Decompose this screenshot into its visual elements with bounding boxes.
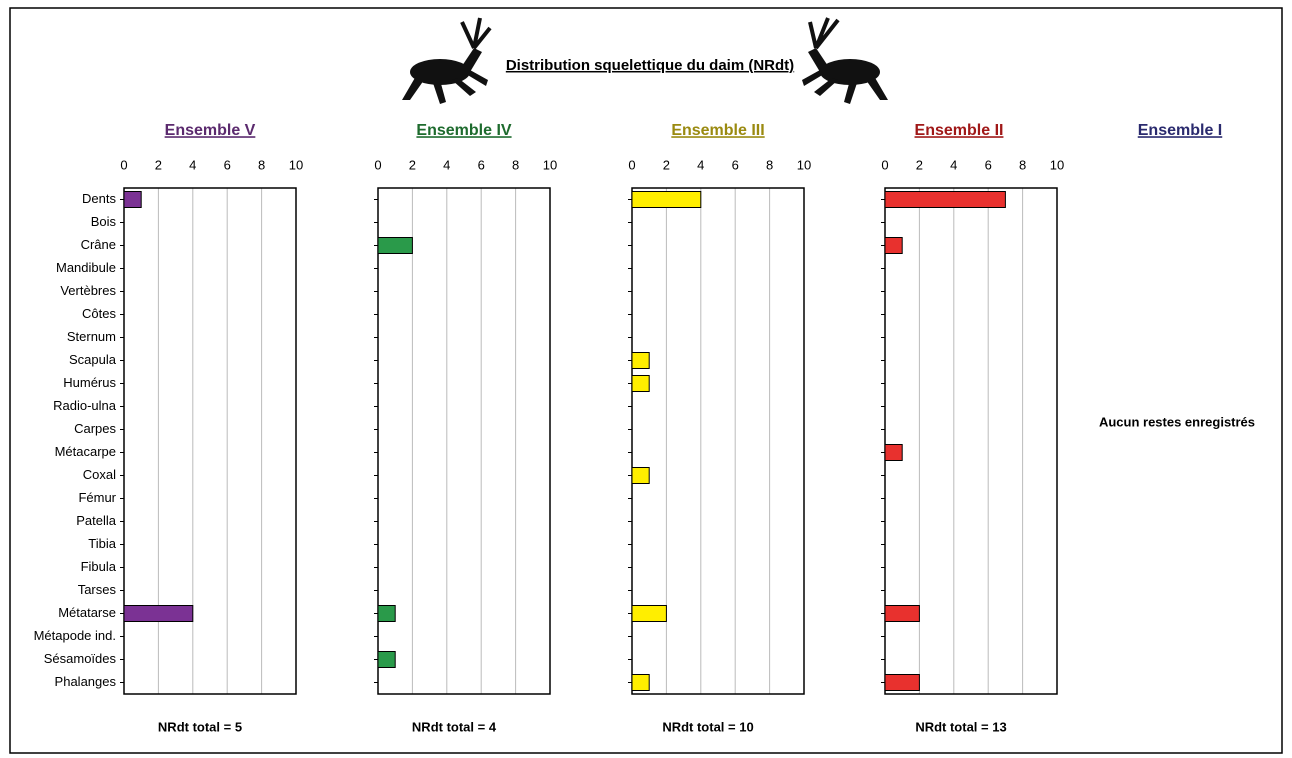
y-tick-label: Coxal	[83, 467, 116, 482]
bar	[884, 444, 903, 461]
bar	[631, 191, 702, 208]
y-tick-label: Tibia	[88, 536, 116, 551]
x-tick-label: 10	[289, 157, 303, 172]
x-tick-label: 0	[374, 157, 381, 172]
x-tick-label: 6	[478, 157, 485, 172]
panel-title: Ensemble III	[671, 122, 764, 139]
bar	[884, 191, 1006, 208]
x-tick-label: 10	[1050, 157, 1064, 172]
x-tick-label: 2	[916, 157, 923, 172]
bar	[631, 674, 650, 691]
panel-title: Ensemble IV	[416, 122, 511, 139]
y-tick-label: Fémur	[78, 490, 116, 505]
frame	[9, 7, 1283, 754]
y-tick-label: Sternum	[67, 329, 116, 344]
annotation: Aucun restes enregistrés	[1099, 414, 1255, 429]
plot-frame	[631, 187, 805, 695]
deer-left	[402, 17, 492, 104]
panel-title: Ensemble II	[915, 122, 1004, 139]
x-tick-label: 10	[797, 157, 811, 172]
x-tick-label: 4	[189, 157, 196, 172]
y-tick-label: Mandibule	[56, 260, 116, 275]
deer-right	[802, 17, 888, 104]
y-tick-label: Sésamoïdes	[44, 651, 117, 666]
bar	[631, 605, 667, 622]
panel-title: Ensemble V	[165, 122, 256, 139]
x-tick-label: 6	[985, 157, 992, 172]
x-tick-label: 0	[628, 157, 635, 172]
y-tick-label: Dents	[82, 191, 116, 206]
figure-title: Distribution squelettique du daim (NRdt)	[506, 57, 794, 74]
panel-footer: NRdt total = 13	[915, 719, 1006, 734]
y-tick-label: Radio-ulna	[53, 398, 117, 413]
y-tick-label: Crâne	[81, 237, 116, 252]
x-tick-label: 4	[443, 157, 450, 172]
y-tick-label: Métatarse	[58, 605, 116, 620]
plot-frame	[123, 187, 297, 695]
y-tick-label: Métacarpe	[55, 444, 116, 459]
plot-frame	[884, 187, 1058, 695]
plot-frame	[377, 187, 551, 695]
y-tick-label: Bois	[91, 214, 117, 229]
x-tick-label: 0	[120, 157, 127, 172]
bar	[631, 375, 650, 392]
x-tick-label: 6	[224, 157, 231, 172]
x-tick-label: 10	[543, 157, 557, 172]
y-tick-label: Phalanges	[55, 674, 117, 689]
bar	[123, 191, 142, 208]
y-tick-label: Fibula	[81, 559, 117, 574]
bar	[631, 352, 650, 369]
bar	[631, 467, 650, 484]
x-tick-label: 2	[663, 157, 670, 172]
panel-footer: NRdt total = 4	[412, 719, 497, 734]
x-tick-label: 4	[950, 157, 957, 172]
bar	[884, 237, 903, 254]
panel-footer: NRdt total = 10	[662, 719, 753, 734]
x-tick-label: 4	[697, 157, 704, 172]
y-tick-label: Humérus	[63, 375, 116, 390]
x-tick-label: 8	[512, 157, 519, 172]
panel-footer: NRdt total = 5	[158, 719, 242, 734]
bar	[884, 674, 920, 691]
y-tick-label: Carpes	[74, 421, 116, 436]
x-tick-label: 2	[409, 157, 416, 172]
bar	[123, 605, 194, 622]
y-tick-label: Tarses	[78, 582, 117, 597]
x-tick-label: 6	[732, 157, 739, 172]
bar	[377, 651, 396, 668]
panel-title: Ensemble I	[1138, 122, 1222, 139]
y-tick-label: Vertèbres	[60, 283, 116, 298]
x-tick-label: 8	[1019, 157, 1026, 172]
x-tick-label: 0	[881, 157, 888, 172]
x-tick-label: 2	[155, 157, 162, 172]
y-tick-label: Scapula	[69, 352, 117, 367]
bar	[377, 605, 396, 622]
x-tick-label: 8	[258, 157, 265, 172]
bar	[377, 237, 413, 254]
y-tick-label: Patella	[76, 513, 117, 528]
y-tick-label: Côtes	[82, 306, 116, 321]
y-tick-label: Métapode ind.	[34, 628, 116, 643]
x-tick-label: 8	[766, 157, 773, 172]
bar	[884, 605, 920, 622]
